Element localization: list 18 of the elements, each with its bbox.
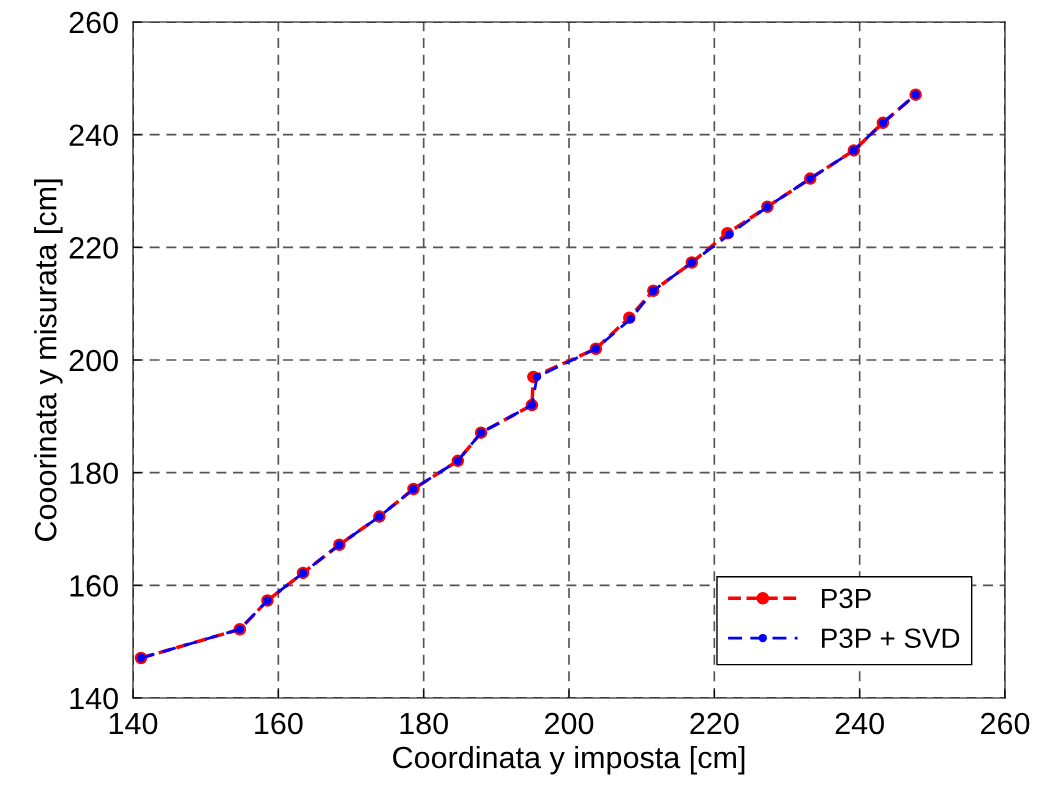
- x-tick-label: 160: [255, 712, 303, 735]
- x-tick-label: 260: [981, 712, 1030, 735]
- y-tick-label: 200: [69, 349, 118, 372]
- y-tick-label: 240: [69, 124, 118, 147]
- x-tick-label: 140: [109, 712, 158, 735]
- y-tick-label: 180: [70, 462, 118, 485]
- x-tick-label: 220: [690, 712, 739, 735]
- x-tick-label: 200: [545, 712, 594, 735]
- y-tick-label: 140: [70, 687, 118, 710]
- legend-label: P3P + SVD: [822, 628, 960, 649]
- legend-label: P3P: [822, 588, 871, 609]
- y-tick-label: 160: [70, 575, 118, 597]
- y-tick-label: 220: [69, 237, 118, 259]
- x-tick-label: 240: [835, 712, 884, 735]
- x-axis-title: Coordinata y imposta [cm]: [393, 745, 745, 775]
- y-tick-label: 260: [69, 11, 118, 34]
- x-tick-label: 180: [400, 712, 448, 735]
- y-axis-title: Cooorinata y misurata [cm]: [34, 179, 63, 541]
